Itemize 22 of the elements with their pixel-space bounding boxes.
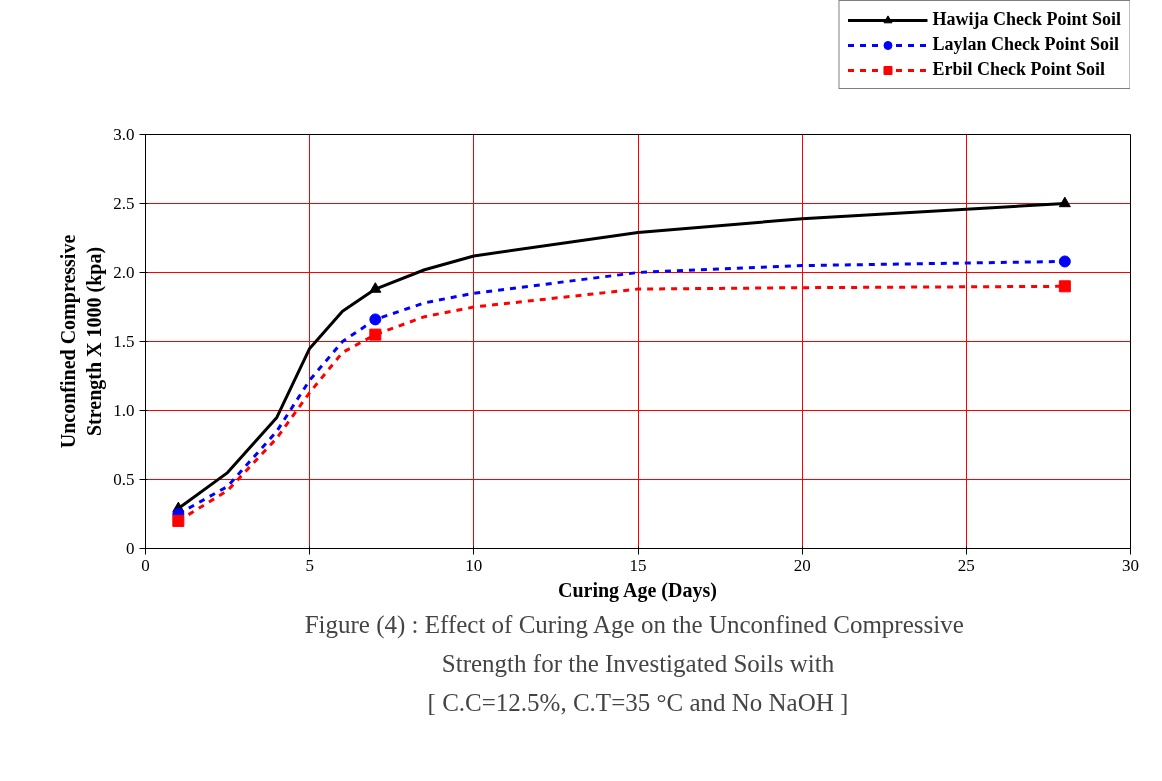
y-tick-label: 1.5 — [113, 332, 135, 351]
legend-label: Laylan Check Point Soil — [932, 34, 1120, 55]
legend-label: Erbil Check Point Soil — [932, 59, 1106, 80]
text: Strength for the Investigated Soils with — [441, 649, 835, 677]
x-tick-label: 20 — [793, 555, 811, 575]
x-tick-label: 10 — [465, 555, 483, 575]
y-tick-label: 1.0 — [113, 401, 135, 420]
text: [ C.C=12.5%, C.T=35 °C and No NaOH ] — [427, 688, 849, 716]
text: Figure (4) : Effect of Curing Age on the Unconfined Compressive — [304, 610, 964, 639]
x-axis-title: Curing Age (Days) — [558, 578, 717, 602]
y-tick-label: 2.5 — [113, 194, 135, 213]
y-tick-label: 0 — [126, 539, 135, 558]
x-tick-label: 5 — [305, 555, 314, 575]
x-tick-label: 0 — [141, 555, 150, 575]
x-tick-label: 30 — [1122, 555, 1139, 575]
y-axis-title: Unconfined Compressive Strength X 1000 (kpa) — [56, 234, 107, 449]
x-tick-label: 25 — [957, 555, 975, 575]
y-tick-label: 2.0 — [113, 263, 135, 282]
legend-label: Hawija Check Point Soil — [932, 9, 1121, 30]
y-tick-label: 0.5 — [113, 470, 135, 489]
x-tick-label: 15 — [629, 555, 647, 575]
y-tick-label: 3.0 — [113, 125, 135, 144]
